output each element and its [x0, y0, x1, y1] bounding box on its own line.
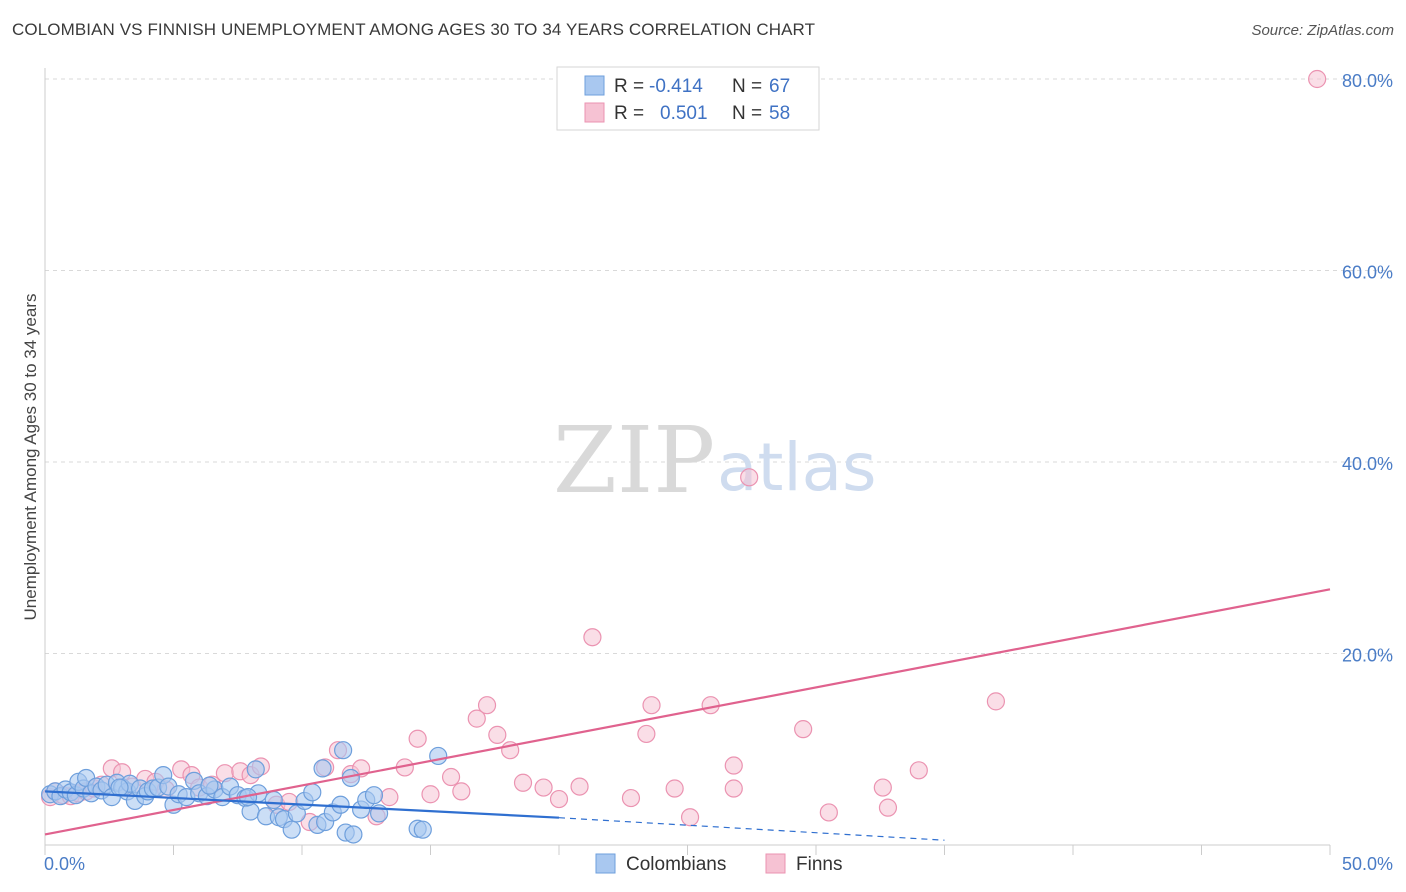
series-label-finns: Finns: [796, 854, 842, 875]
finns-point: [740, 468, 759, 487]
legend-r-label-finns: R =: [614, 103, 644, 124]
series-legend: Colombians Finns: [595, 853, 842, 875]
x-tick-label-0: 0.0%: [44, 854, 85, 874]
axes: [44, 68, 1331, 855]
colombians-point: [110, 778, 129, 797]
finns-point: [380, 788, 399, 807]
legend-n-label-colombians: N =: [732, 76, 762, 97]
colombians-point: [264, 790, 283, 810]
watermark-atlas: atlas: [717, 429, 877, 506]
finns-point: [534, 778, 553, 797]
x-tick-label-50: 50.0%: [1342, 854, 1393, 874]
colombians-point: [429, 746, 448, 766]
finns-point: [986, 692, 1006, 711]
finns-point: [408, 729, 427, 748]
finns-point: [513, 773, 533, 792]
legend-swatch-finns: [584, 102, 605, 123]
legend-r-label-colombians: R =: [614, 76, 644, 97]
finns-point: [488, 725, 507, 744]
finns-point: [794, 720, 813, 739]
finns-point: [452, 782, 471, 801]
y-axis-label: Unemployment Among Ages 30 to 34 years: [21, 294, 40, 621]
colombians-point: [331, 795, 350, 814]
colombians-point: [344, 825, 363, 844]
trend-lines: [44, 588, 1331, 841]
y-tick-labels: 20.0% 40.0% 60.0% 80.0%: [1342, 71, 1393, 666]
watermark: ZIP atlas: [553, 407, 877, 514]
finns-point: [570, 777, 589, 796]
series-label-colombians: Colombians: [626, 854, 726, 875]
finns-point: [819, 803, 838, 822]
legend-n-value-colombians: 67: [769, 76, 790, 97]
legend-n-value-finns: 58: [769, 103, 790, 124]
colombians-point: [334, 741, 353, 760]
finns-point: [441, 767, 461, 787]
series-swatch-finns: [765, 853, 786, 874]
finns-point: [680, 808, 700, 827]
finns-point: [421, 785, 440, 804]
colombians-point: [364, 786, 384, 805]
chart-title: COLOMBIAN VS FINNISH UNEMPLOYMENT AMONG …: [12, 20, 816, 39]
finns-point: [477, 696, 497, 715]
colombians-point: [200, 776, 219, 795]
finns-point: [873, 778, 892, 797]
finns-point: [1308, 69, 1327, 89]
y-tick-label-40: 40.0%: [1342, 454, 1393, 474]
source-label: Source: ZipAtlas.com: [1251, 22, 1394, 39]
legend-n-label-finns: N =: [732, 103, 762, 124]
x-tick-labels: 0.0% 50.0%: [44, 854, 1393, 874]
y-tick-label-20: 20.0%: [1342, 646, 1393, 666]
colombians-trend-line: [44, 790, 560, 819]
finns-point: [637, 724, 656, 744]
colombians-point: [246, 760, 265, 779]
finns-point: [642, 696, 661, 715]
legend-r-value-finns: 0.501: [660, 103, 708, 124]
legend-r-value-colombians: -0.414: [649, 76, 703, 97]
finns-point: [583, 628, 602, 647]
colombians-point: [303, 783, 322, 802]
y-tick-label-60: 60.0%: [1342, 263, 1393, 283]
finns-point: [909, 761, 928, 780]
colombians-point: [282, 820, 301, 839]
legend-swatch-colombians: [584, 75, 605, 96]
colombians-point: [413, 820, 432, 839]
finns-point: [467, 709, 486, 728]
colombians-trend-extension: [558, 817, 945, 841]
finns-point: [878, 798, 898, 817]
finns-point: [665, 779, 684, 798]
finns-point: [701, 696, 720, 715]
series-swatch-colombians: [595, 853, 616, 874]
colombians-point: [313, 759, 332, 778]
finns-point: [724, 756, 743, 775]
watermark-zip: ZIP: [553, 407, 715, 514]
grid-lines: [45, 78, 1392, 654]
finns-point: [724, 779, 743, 798]
finns-trend-line: [44, 588, 1331, 836]
finns-point: [549, 789, 569, 809]
correlation-legend: R = -0.414 N = 67 R = 0.501 N = 58: [556, 66, 820, 131]
y-tick-label-80: 80.0%: [1342, 71, 1393, 91]
finns-point: [621, 788, 641, 808]
